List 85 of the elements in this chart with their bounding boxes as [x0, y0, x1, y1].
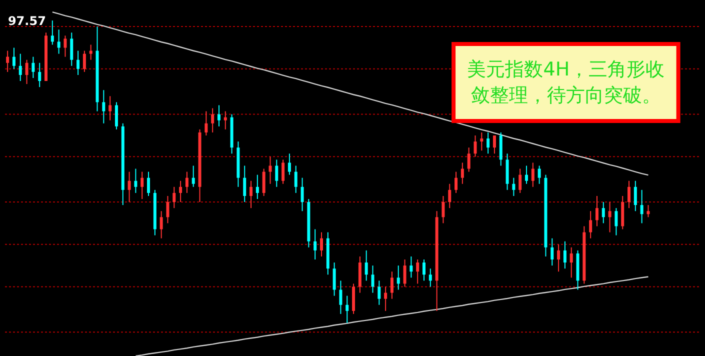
- candlestick: [243, 165, 246, 203]
- candlestick: [250, 180, 253, 209]
- candlestick: [134, 168, 138, 194]
- candlestick: [275, 159, 278, 188]
- candlestick: [346, 295, 349, 324]
- candlestick: [108, 96, 112, 121]
- candlestick: [57, 29, 60, 54]
- candlestick: [640, 189, 644, 224]
- candlestick: [160, 210, 163, 239]
- candlestick: [320, 232, 323, 257]
- candlestick: [550, 238, 554, 266]
- candlestick: [570, 246, 573, 278]
- candlestick: [403, 258, 406, 288]
- candlestick: [102, 90, 106, 124]
- candlestick: [32, 56, 35, 78]
- candlestick: [371, 265, 374, 294]
- candlestick: [410, 256, 413, 278]
- candlestick: [538, 165, 541, 184]
- candlestick: [428, 268, 432, 288]
- candlestick: [378, 280, 381, 306]
- candlestick: [268, 156, 272, 184]
- candlestick: [467, 147, 470, 172]
- candlestick: [525, 165, 528, 184]
- candlestick: [474, 134, 477, 158]
- candlestick: [12, 47, 16, 70]
- candlestick: [76, 50, 80, 76]
- candlestick: [448, 183, 452, 209]
- candlestick: [589, 210, 592, 239]
- candlestick: [70, 32, 74, 66]
- candlestick: [185, 171, 188, 194]
- candlestick: [172, 186, 176, 209]
- candlestick: [512, 177, 516, 196]
- candlestick: [442, 195, 445, 224]
- candlestick: [557, 244, 560, 272]
- candlestick: [454, 171, 458, 194]
- candlestick: [384, 286, 388, 312]
- candlestick: [492, 134, 496, 154]
- candlestick: [204, 110, 208, 136]
- candlestick: [64, 35, 67, 58]
- candlestick: [262, 168, 266, 196]
- candlestick: [608, 202, 612, 233]
- candlestick: [140, 171, 144, 200]
- candlestick: [179, 180, 182, 203]
- candlestick: [25, 59, 28, 85]
- candlestick: [128, 171, 131, 203]
- candlestick: [282, 159, 285, 184]
- candlestick: [531, 162, 534, 188]
- candlestick: [339, 280, 342, 314]
- candlestick: [646, 204, 650, 218]
- candlestick: [224, 110, 227, 130]
- candlestick: [211, 108, 214, 133]
- candlestick: [422, 258, 426, 282]
- candlestick: [396, 265, 400, 290]
- candlestick: [518, 168, 522, 194]
- candlestick: [460, 162, 464, 184]
- candlestick: [563, 240, 566, 270]
- candlestick: [416, 258, 420, 284]
- candlestick: [486, 132, 490, 154]
- candlestick: [18, 53, 22, 82]
- candlestick: [114, 102, 118, 130]
- candlestick: [82, 50, 86, 72]
- candlestick: [166, 195, 170, 224]
- candlestick: [332, 262, 336, 296]
- annotation: 97.57: [8, 14, 46, 28]
- candlestick: [390, 271, 394, 300]
- candlestick: [300, 177, 304, 212]
- candlestick: [38, 62, 42, 88]
- candlestick: [192, 165, 195, 188]
- candlestick: [50, 20, 54, 46]
- candlestick: [6, 50, 10, 72]
- candlestick: [217, 104, 220, 127]
- candlestick: [364, 250, 368, 282]
- candlestick: [595, 195, 598, 227]
- candlestick: [89, 44, 92, 60]
- candlestick: [256, 174, 259, 200]
- candlestick: [294, 165, 298, 194]
- annotation: 美元指数4H，三角形收敛整理，待方向突破。: [467, 58, 665, 106]
- candlestick: [614, 208, 618, 236]
- candlestick: [147, 171, 150, 196]
- candlestick: [602, 202, 605, 224]
- candlestick: [628, 180, 631, 209]
- candlestick: [634, 180, 637, 212]
- candlestick: [480, 132, 484, 152]
- candlestick: [314, 228, 317, 260]
- candlestick: [288, 153, 291, 176]
